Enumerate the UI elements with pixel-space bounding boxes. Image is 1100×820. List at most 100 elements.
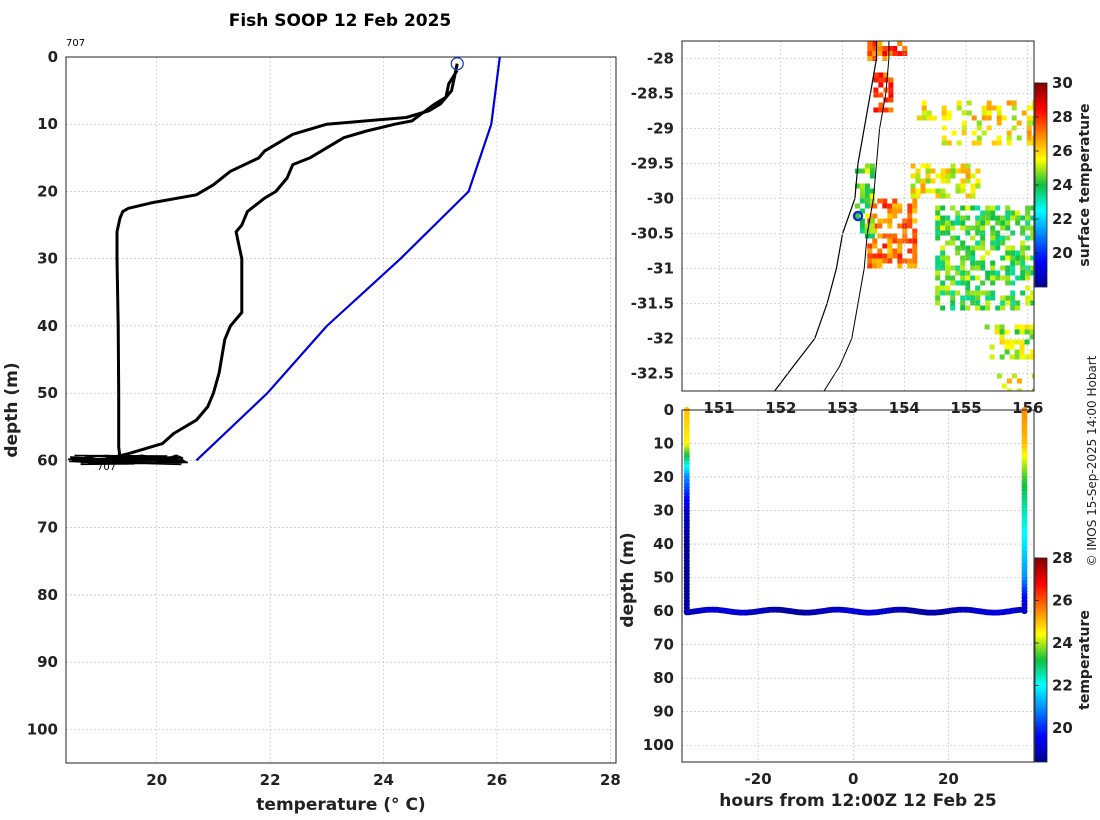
sst-pixel xyxy=(995,245,1001,251)
sst-pixel xyxy=(1011,115,1017,121)
sst-pixel xyxy=(887,223,893,229)
sst-pixel xyxy=(955,215,961,221)
coastline xyxy=(774,41,878,391)
sst-pixel xyxy=(912,238,918,244)
profile-axes-box xyxy=(65,56,617,764)
sst-pixel xyxy=(990,215,996,221)
sst-pixel xyxy=(960,188,966,194)
profile-series-2 xyxy=(195,56,501,462)
sst-pixel xyxy=(892,213,898,219)
sst-pixel xyxy=(980,305,986,311)
sst-pixel xyxy=(1030,215,1034,221)
profile-y-label: depth (m) xyxy=(2,362,22,457)
sst-pixel xyxy=(920,183,926,189)
sst-pixel xyxy=(892,198,898,204)
sst-pixel xyxy=(1030,205,1034,211)
sst-pixel xyxy=(960,163,966,169)
sst-pixel xyxy=(955,188,961,194)
sst-pixel xyxy=(912,218,918,224)
sst-pixel xyxy=(930,178,936,184)
sst-pixel xyxy=(867,51,873,56)
sst-pixel xyxy=(1000,255,1006,261)
sst-pixel xyxy=(965,193,971,199)
sst-pixel xyxy=(960,245,966,251)
sst-pixel xyxy=(970,265,976,271)
sst-pixel xyxy=(1010,280,1016,286)
sst-pixel xyxy=(1004,344,1010,350)
sst-pixel xyxy=(1010,210,1016,216)
sst-pixel xyxy=(925,163,931,169)
y-tick-label: 20 xyxy=(37,182,58,200)
sst-pixel xyxy=(965,270,971,276)
sst-pixel xyxy=(980,225,986,231)
sst-pixel xyxy=(1029,324,1034,330)
sst-pixel xyxy=(945,285,951,291)
sst-pixel xyxy=(902,218,908,224)
sst-pixel xyxy=(980,220,986,226)
sst-pixel xyxy=(1005,280,1011,286)
x-tick-label: 20 xyxy=(146,771,167,789)
sst-pixel xyxy=(999,324,1005,330)
sst-pixel xyxy=(897,238,903,244)
sst-pixel xyxy=(945,275,951,281)
profile-x-ticks: 20 22 24 26 28 xyxy=(146,771,620,789)
sst-pixel xyxy=(980,290,986,296)
sst-pixel xyxy=(986,105,992,111)
sst-pixel xyxy=(1021,110,1027,116)
sst-pixel xyxy=(1020,225,1026,231)
sst-pixel xyxy=(864,168,870,174)
sst-pixel xyxy=(915,178,921,184)
td-y-tick-label: 100 xyxy=(643,736,674,754)
sst-pixel xyxy=(951,130,957,136)
sst-pixel xyxy=(888,87,894,93)
sst-pixel xyxy=(975,295,981,301)
sst-pixel xyxy=(1004,329,1010,335)
sst-pixel xyxy=(935,255,941,261)
sst-pixel xyxy=(1019,339,1025,345)
sst-pixel xyxy=(960,260,966,266)
sst-pixel xyxy=(941,115,947,121)
map-position-marker xyxy=(852,210,864,222)
sst-pixel xyxy=(1024,324,1030,330)
map-colorbar-tick-label: 26 xyxy=(1052,142,1073,160)
map-y-tick-label: -28 xyxy=(647,50,674,68)
sst-pixel xyxy=(945,178,951,184)
sst-pixel xyxy=(887,51,893,56)
sst-pixel xyxy=(902,223,908,229)
map-colorbar-tick-label: 20 xyxy=(1052,244,1073,262)
sst-pixel xyxy=(965,245,971,251)
sst-pixel xyxy=(956,140,962,146)
sst-pixel xyxy=(970,183,976,189)
sst-pixel xyxy=(990,225,996,231)
sst-pixel xyxy=(935,205,941,211)
sst-pixel xyxy=(965,295,971,301)
sst-pixel xyxy=(883,97,889,103)
sst-pixel xyxy=(1015,255,1021,261)
sst-pixel xyxy=(999,354,1005,360)
sst-pixel xyxy=(965,275,971,281)
sst-pixel xyxy=(990,210,996,216)
sst-pixel xyxy=(986,115,992,121)
sst-pixel xyxy=(1000,220,1006,226)
sst-pixel xyxy=(970,255,976,261)
time-depth-colorbar-ticks: 20 22 24 26 28 xyxy=(1035,549,1073,737)
sst-pixel xyxy=(1010,300,1016,306)
sst-pixel xyxy=(872,46,878,51)
sst-pixel xyxy=(1024,354,1030,360)
sst-pixel xyxy=(859,188,865,194)
map-y-tick-label: -28.5 xyxy=(631,85,674,103)
sst-pixel xyxy=(892,203,898,209)
sst-pixel xyxy=(985,220,991,226)
sst-pixel xyxy=(907,218,913,224)
sst-pixel xyxy=(940,290,946,296)
sst-pixel xyxy=(950,225,956,231)
sst-pixel xyxy=(920,188,926,194)
sst-pixel xyxy=(960,305,966,311)
sst-pixel xyxy=(878,82,884,88)
sst-pixel xyxy=(975,285,981,291)
sst-pixel xyxy=(1020,275,1026,281)
sst-pixel xyxy=(975,265,981,271)
sst-pixel xyxy=(966,110,972,116)
sst-pixel xyxy=(935,265,941,271)
